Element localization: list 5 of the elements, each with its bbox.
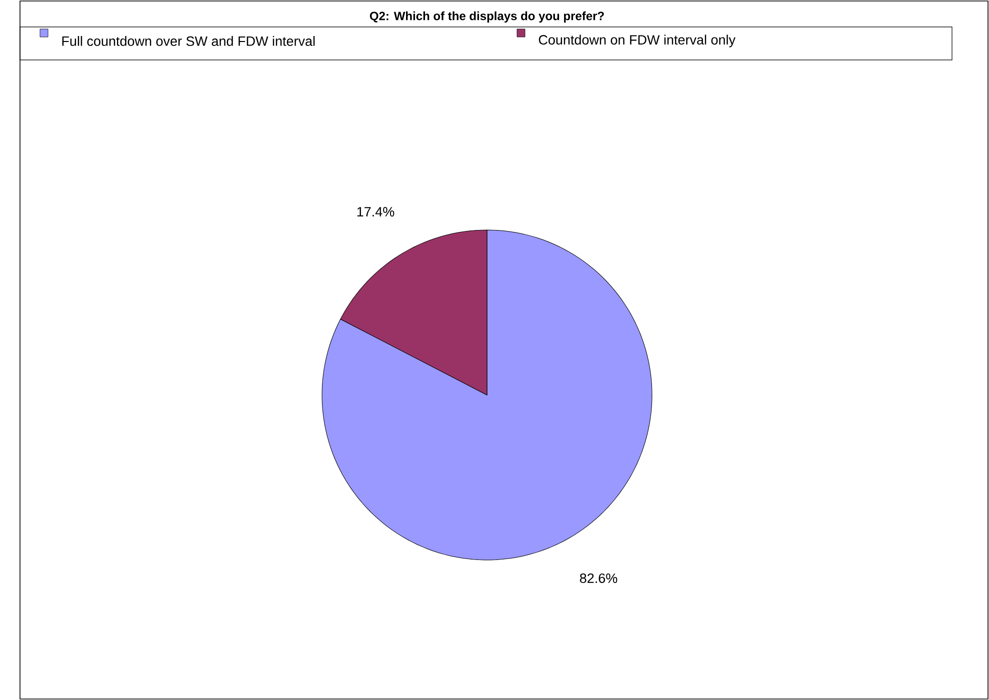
data-label: 82.6% — [580, 573, 618, 584]
data-label: 17.4% — [357, 207, 394, 216]
legend-label: Full countdown over SW and FDW interval — [62, 36, 315, 46]
legend-label: Countdown on FDW interval only — [538, 34, 736, 48]
chart-title: Q2: Which of the displays do you prefer? — [370, 11, 604, 23]
